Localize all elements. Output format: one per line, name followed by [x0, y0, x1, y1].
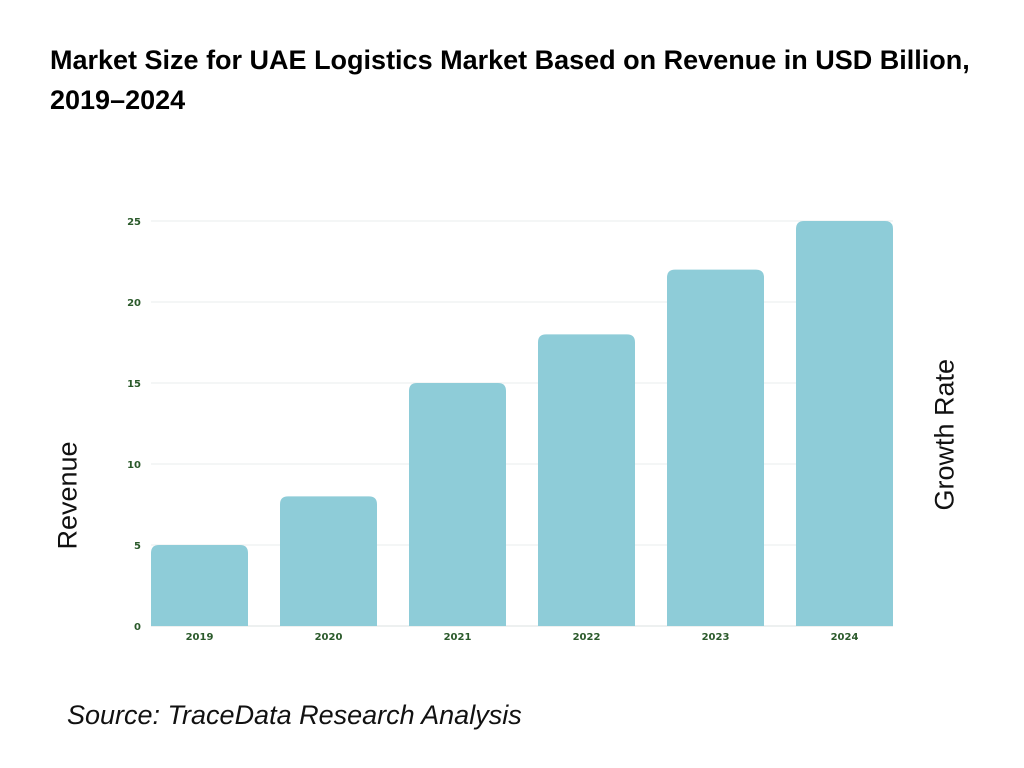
x-tick-label: 2020: [315, 632, 343, 643]
bar-2021: [409, 383, 506, 626]
chart-title: Market Size for UAE Logistics Market Bas…: [50, 45, 970, 115]
y-tick-label: 25: [127, 217, 141, 228]
bar-2024: [796, 221, 893, 626]
x-tick-label: 2019: [186, 632, 214, 643]
bar-2023: [667, 269, 764, 626]
y-tick-label: 5: [134, 541, 141, 552]
bar-2022: [538, 334, 635, 626]
y-tick-label: 15: [127, 379, 141, 390]
x-tick-label: 2023: [702, 632, 730, 643]
bar-2019: [151, 545, 248, 626]
y-tick-label: 10: [127, 460, 141, 471]
x-tick-label: 2024: [831, 632, 859, 643]
x-tick-label: 2021: [444, 632, 472, 643]
source-note: Source: TraceData Research Analysis: [67, 700, 522, 730]
bar-2020: [280, 496, 377, 626]
y-tick-label: 20: [127, 298, 141, 309]
x-tick-label: 2022: [573, 632, 601, 643]
y-tick-label: 0: [134, 622, 141, 633]
